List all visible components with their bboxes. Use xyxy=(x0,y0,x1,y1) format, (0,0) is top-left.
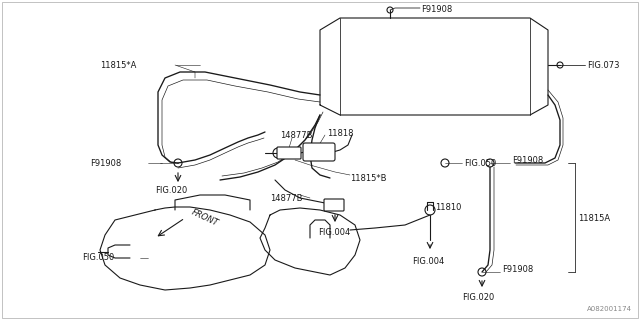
Text: FIG.004: FIG.004 xyxy=(412,258,444,267)
Text: 14877B: 14877B xyxy=(280,131,312,140)
Text: FIG.050: FIG.050 xyxy=(82,253,115,262)
FancyBboxPatch shape xyxy=(277,147,301,159)
Text: A082001174: A082001174 xyxy=(587,306,632,312)
Text: F91908: F91908 xyxy=(502,266,533,275)
Text: F91908: F91908 xyxy=(512,156,543,164)
Text: 11815A: 11815A xyxy=(578,213,610,222)
Text: FIG.050: FIG.050 xyxy=(464,158,496,167)
FancyBboxPatch shape xyxy=(303,143,335,161)
Text: 14877B: 14877B xyxy=(270,194,303,203)
Text: FIG.020: FIG.020 xyxy=(462,293,494,302)
Text: FRONT: FRONT xyxy=(190,208,220,228)
Text: 11810: 11810 xyxy=(435,203,461,212)
Text: 11815*A: 11815*A xyxy=(100,60,136,69)
Text: FIG.020: FIG.020 xyxy=(155,186,188,195)
Text: FIG.073: FIG.073 xyxy=(587,60,620,69)
Text: 11815*B: 11815*B xyxy=(350,173,387,182)
Text: F91908: F91908 xyxy=(421,4,452,13)
Text: 11818: 11818 xyxy=(327,129,353,138)
FancyBboxPatch shape xyxy=(324,199,344,211)
Text: F91908: F91908 xyxy=(90,158,121,167)
Text: FIG.004: FIG.004 xyxy=(318,228,350,236)
